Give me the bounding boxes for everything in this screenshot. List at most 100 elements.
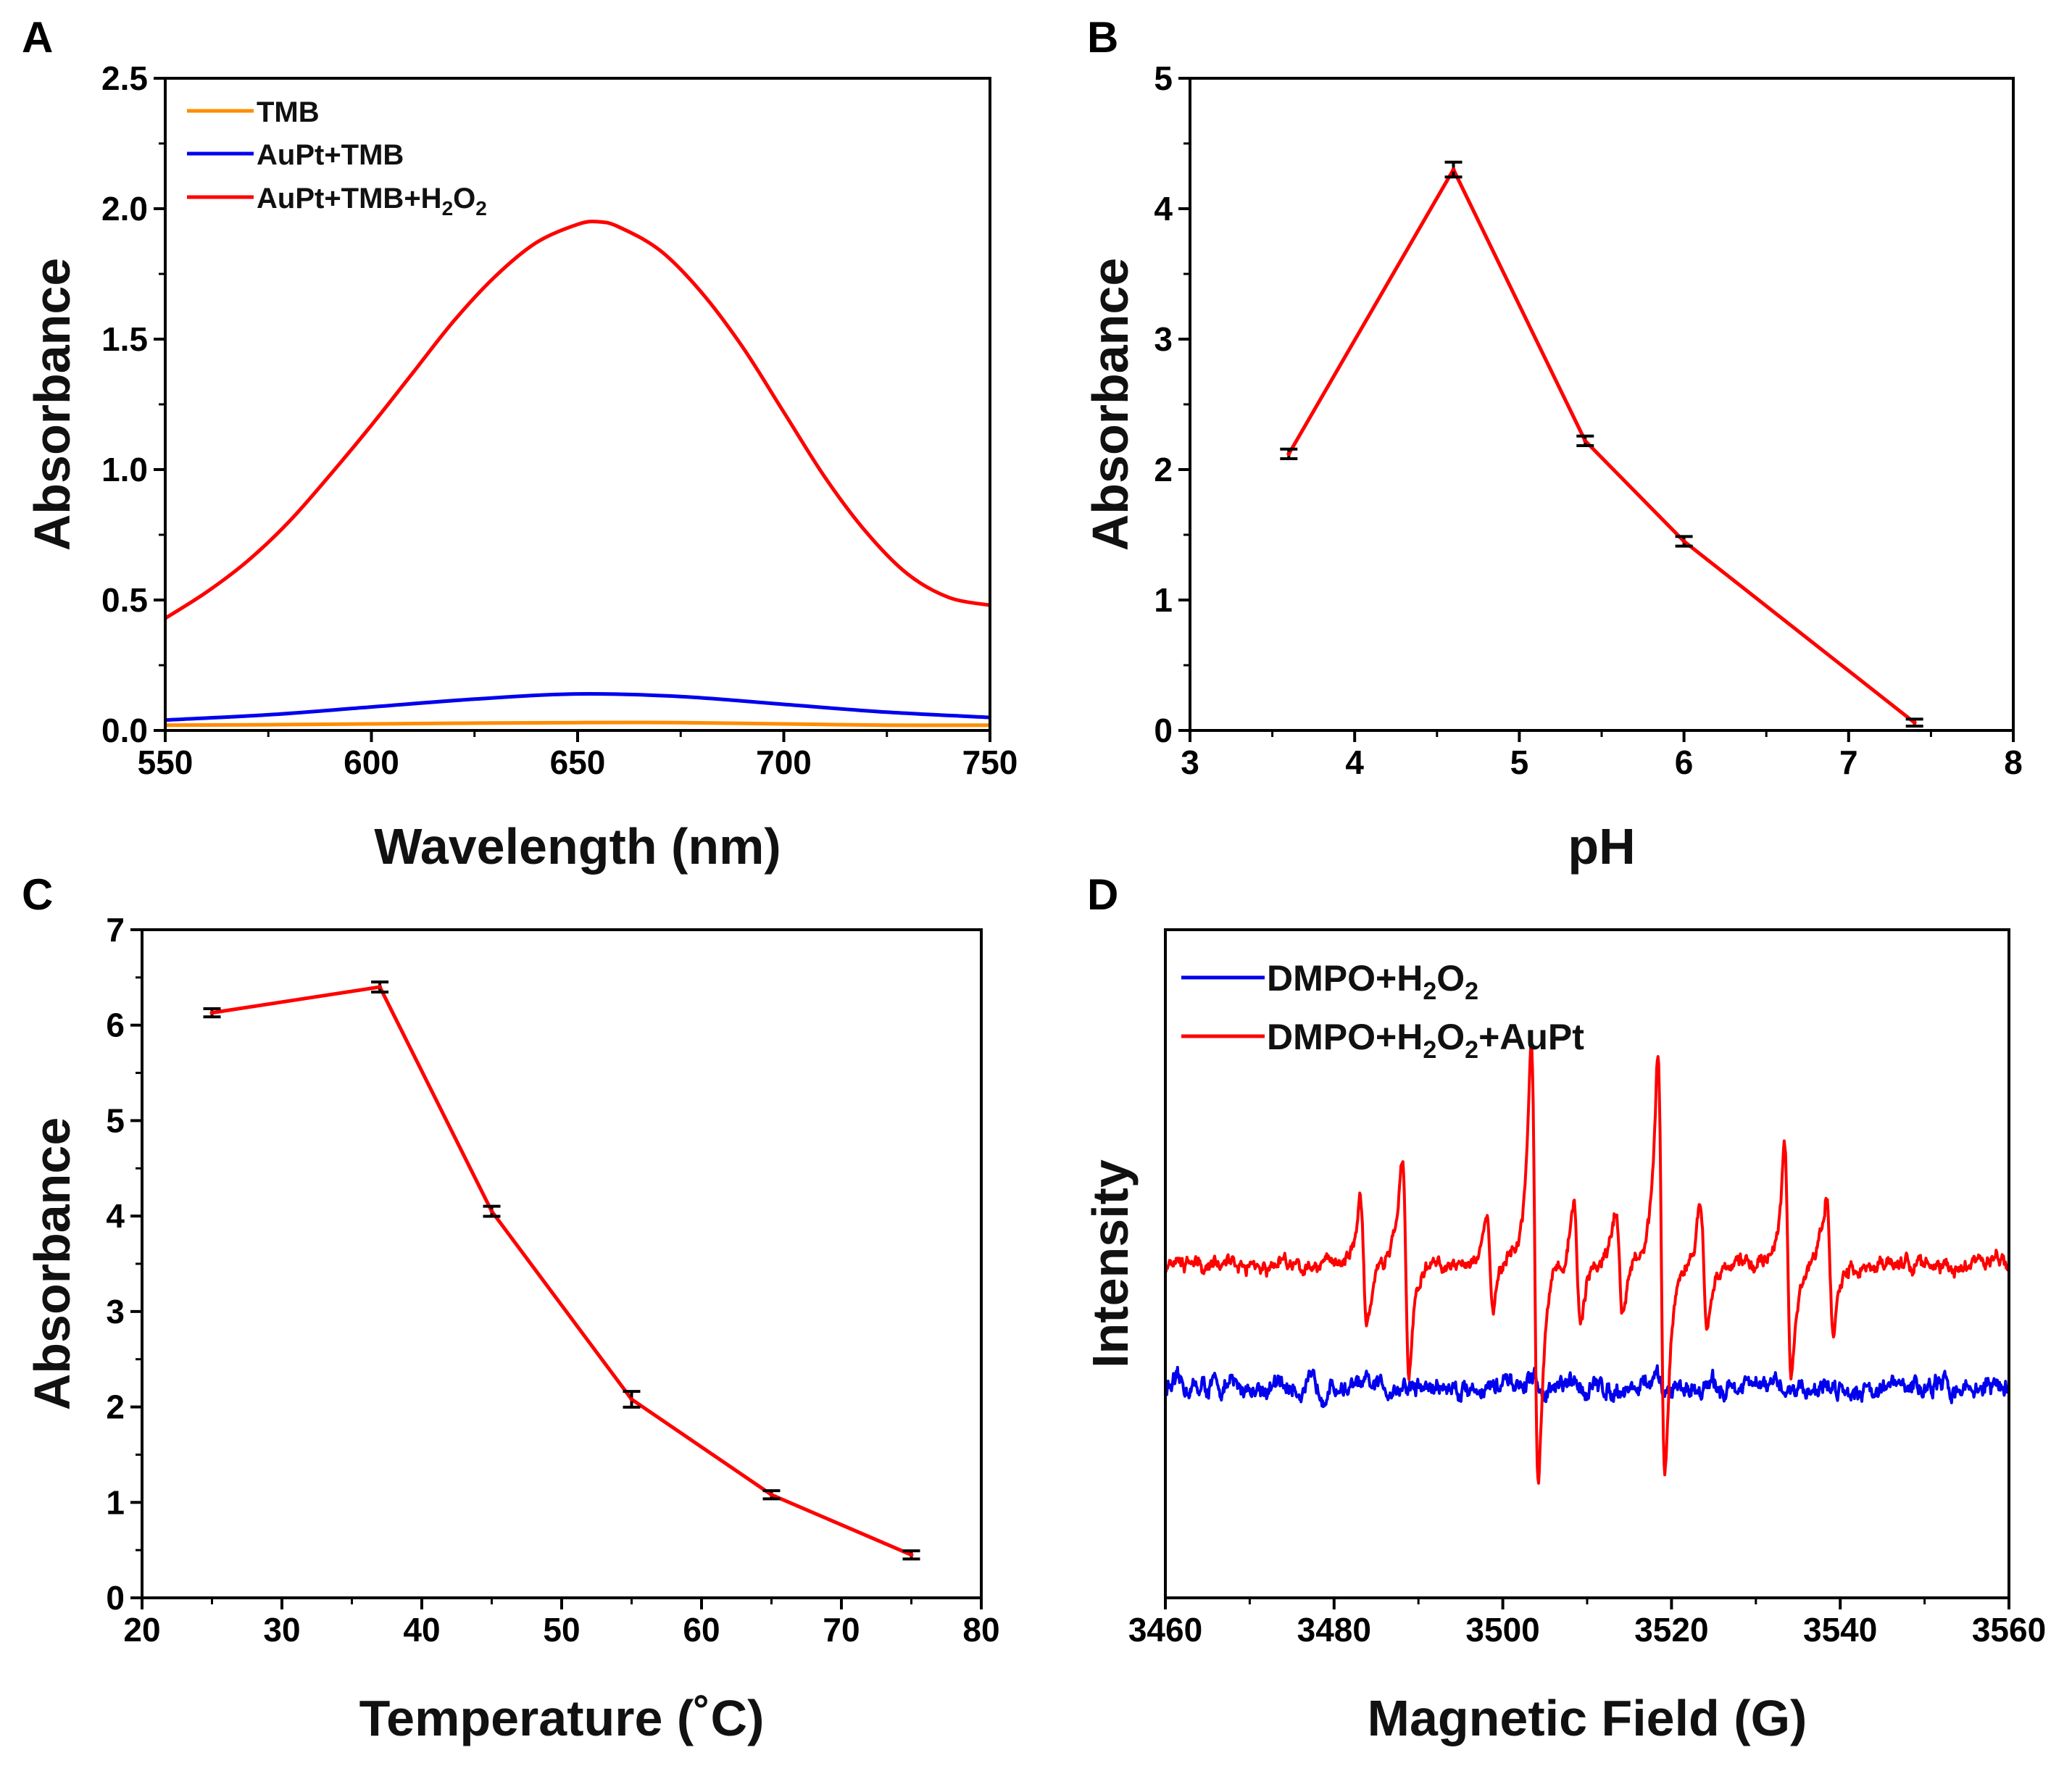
panel-a-label: A [22, 13, 53, 62]
legend-d1-base: DMPO+H [1267, 958, 1423, 999]
panel-a-xlabel: Wavelength (nm) [374, 818, 781, 875]
legend-d2-sub2: 2 [1465, 1036, 1478, 1064]
panel-a-xtick-label: 700 [756, 743, 812, 781]
legend-label-dmpo-h2o2-aupt: DMPO+H2O2+AuPt [1267, 1017, 1584, 1064]
panel-c-frame [141, 928, 983, 1599]
series-line-dmpo-h2o2 [1164, 1364, 2010, 1409]
panel-b-ytick-label: 2 [1154, 451, 1173, 488]
panel-d-xlabel: Magnetic Field (G) [1368, 1690, 1807, 1746]
legend-d1-sub2: 2 [1465, 978, 1478, 1005]
panel-b-ytick-label: 5 [1154, 59, 1173, 97]
panel-c-ytick-label: 1 [106, 1483, 125, 1521]
panel-b-xtick-label: 3 [1181, 743, 1199, 781]
legend-label-aupt-tmb: AuPt+TMB [257, 139, 404, 171]
panel-a-ytick-label: 2.0 [101, 190, 148, 228]
legend-d2-sub1: 2 [1423, 1036, 1436, 1064]
panel-a-frame [164, 77, 991, 732]
panel-a-ytick-label: 0.5 [101, 581, 148, 619]
panel-c-data-point [209, 1010, 215, 1015]
panel-c-ytick-label: 7 [106, 911, 125, 949]
panel-c-data-point [489, 1209, 494, 1214]
panel-c-ytick-label: 6 [106, 1007, 125, 1044]
panel-c-data-point [909, 1552, 914, 1557]
panel-c-xtick-label: 80 [962, 1611, 999, 1649]
panel-b-ytick-label: 0 [1154, 712, 1173, 749]
panel-c-data-point [629, 1397, 634, 1402]
panel-c-series-line [212, 985, 912, 1557]
panel-d-xtick-label: 3500 [1465, 1611, 1539, 1649]
series-line-dmpo-h2o2-aupt [1164, 1040, 2010, 1485]
legend-a-sub1: 2 [442, 197, 454, 220]
panel-b-xtick-label: 5 [1510, 743, 1529, 781]
legend-d2-base: DMPO+H [1267, 1017, 1423, 1057]
panel-d-xtick-label: 3480 [1297, 1611, 1371, 1649]
panel-b-data-point [1451, 167, 1456, 172]
panel-c-xtick-label: 20 [123, 1611, 160, 1649]
panel-c-xtick-label: 50 [543, 1611, 580, 1649]
panel-b-xtick-label: 7 [1839, 743, 1858, 781]
panel-b-series-line [1287, 165, 1916, 725]
legend-a-mid: O [453, 183, 475, 214]
series-line-aupt-tmb-h2o2 [164, 220, 991, 620]
panel-d-legend: DMPO+H2O2 DMPO+H2O2+AuPt [1181, 958, 1584, 1064]
panel-c-xtick-label: 40 [403, 1611, 440, 1649]
panel-c-xtick-label: 60 [683, 1611, 720, 1649]
panel-b-ytick-label: 3 [1154, 320, 1173, 358]
panel-d: D 3460 3480 3500 3520 3540 3560 Magnetic Fiel… [1082, 870, 2046, 1746]
panel-c: C 20 30 40 50 60 70 80 0 1 2 3 4 5 6 7 Temperature (˚C… [22, 870, 1000, 1746]
panel-b-data-point [1681, 539, 1686, 543]
legend-d2-mid: O [1436, 1017, 1465, 1057]
panel-c-data-point [769, 1492, 774, 1497]
panel-a-legend: TMB AuPt+TMB AuPt+TMB+H2O2 [187, 96, 487, 220]
panel-c-xlabel: Temperature (˚C) [359, 1690, 765, 1746]
panel-d-xtick-label: 3460 [1128, 1611, 1202, 1649]
panel-b-label: B [1087, 13, 1118, 62]
legend-label-dmpo-h2o2: DMPO+H2O2 [1267, 958, 1478, 1005]
panel-b-xtick-label: 8 [2004, 743, 2023, 781]
panel-c-ytick-label: 5 [106, 1101, 125, 1139]
series-line-tmb [165, 720, 991, 728]
panel-b-xlabel: pH [1568, 818, 1635, 875]
panel-d-label: D [1087, 870, 1118, 919]
panel-c-ytick-label: 2 [106, 1388, 125, 1426]
legend-d1-mid: O [1436, 958, 1465, 999]
panel-c-ytick-label: 4 [106, 1197, 125, 1235]
panel-c-ytick-label: 0 [106, 1579, 125, 1617]
panel-c-data-point [378, 985, 383, 990]
panel-c-xtick-label: 30 [263, 1611, 300, 1649]
panel-d-xtick-label: 3560 [1972, 1611, 2046, 1649]
panel-a-xtick-label: 550 [138, 743, 194, 781]
panel-c-plot: 20 30 40 50 60 70 80 0 1 2 3 4 5 6 7 [106, 911, 999, 1649]
panel-d-frame [1164, 928, 2010, 1599]
panel-b-plot: 3 4 5 6 7 8 0 1 2 3 4 5 [1154, 59, 2022, 781]
legend-a-base: AuPt+TMB+H [257, 183, 442, 214]
panel-b: B 3 4 5 6 7 8 0 1 2 3 4 5 pH Absorbance [1082, 13, 2023, 875]
legend-label-aupt-tmb-h2o2: AuPt+TMB+H2O2 [257, 183, 487, 220]
panel-a: A 550 600 650 700 750 0.0 0.5 1.0 1.5 2.0 2.5 Wave… [22, 13, 1018, 875]
panel-a-ytick-label: 0.0 [101, 712, 148, 749]
panel-d-plot: 3460 3480 3500 3520 3540 3560 [1128, 1040, 2046, 1649]
series-line-aupt-tmb [165, 691, 991, 722]
legend-label-tmb: TMB [257, 96, 320, 128]
panel-b-xtick-label: 6 [1675, 743, 1694, 781]
panel-d-ylabel: Intensity [1082, 1159, 1139, 1368]
panel-b-ytick-label: 1 [1154, 581, 1173, 619]
panel-b-xtick-label: 4 [1345, 743, 1364, 781]
panel-a-ytick-label: 1.5 [101, 320, 148, 358]
panel-b-data-point [1583, 438, 1588, 443]
panel-c-ytick-label: 3 [106, 1293, 125, 1330]
panel-b-frame [1189, 77, 2015, 732]
panel-b-ytick-label: 4 [1154, 190, 1173, 228]
legend-d2-tail: +AuPt [1478, 1017, 1584, 1057]
panel-c-xtick-label: 70 [823, 1611, 860, 1649]
panel-a-ytick-label: 1.0 [101, 451, 148, 488]
panel-c-label: C [22, 870, 53, 919]
panel-c-ylabel: Absorbance [24, 1117, 80, 1411]
legend-a-sub2: 2 [475, 197, 487, 220]
panel-a-xtick-label: 600 [344, 743, 399, 781]
panel-b-ylabel: Absorbance [1082, 258, 1139, 551]
panel-d-xtick-label: 3540 [1803, 1611, 1877, 1649]
panel-a-ytick-label: 2.5 [101, 59, 148, 97]
panel-b-data-point [1912, 720, 1917, 725]
